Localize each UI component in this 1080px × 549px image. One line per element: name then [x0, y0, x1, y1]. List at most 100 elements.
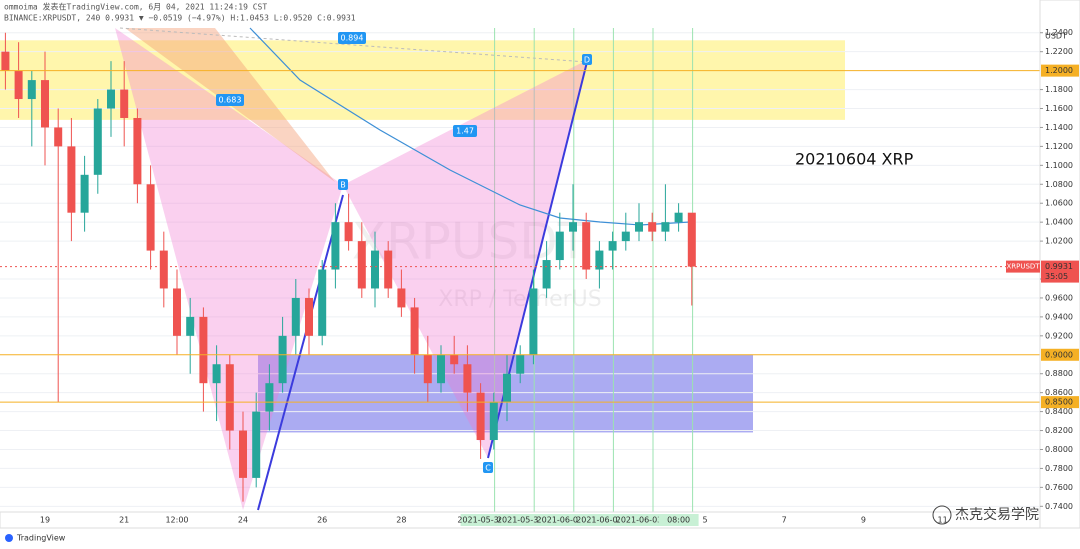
candle-body: [529, 288, 538, 355]
x-tick-label: 21: [119, 516, 129, 525]
y-tick-label: 1.0400: [1045, 218, 1073, 227]
watermark-subtitle: XRP / TetherUS: [438, 287, 601, 312]
annotation: 20210604 XRP: [795, 150, 914, 169]
last-price-label: 0.9931: [1045, 262, 1073, 271]
header-line: ommoima 发表在TradingView.com, 6月 04, 2021 …: [4, 2, 267, 12]
ratio-box: [338, 32, 366, 44]
pattern-leg: [257, 194, 344, 511]
candle-body: [450, 354, 459, 365]
candle-body: [371, 250, 379, 289]
candle-body: [397, 288, 406, 308]
footer-watermark: 杰克交易学院: [955, 506, 1039, 523]
symbol-badge: [1006, 260, 1040, 273]
x-tick-label: 9: [861, 516, 866, 525]
point-box: [338, 179, 348, 190]
point-box: [582, 54, 592, 65]
y-tick-label: 1.1200: [1045, 142, 1073, 151]
candle-body: [437, 354, 445, 384]
x-tick-label: 5: [702, 516, 707, 525]
level-badge: [1041, 396, 1079, 409]
x-tick-label: 2021-06-02: [576, 516, 623, 525]
candle-body: [674, 212, 683, 223]
footer-bg: [0, 529, 1080, 549]
candle-body: [67, 146, 76, 213]
y-tick-label: 0.8800: [1045, 369, 1073, 378]
y-tick-label: 1.0600: [1045, 199, 1073, 208]
point-label: D: [584, 56, 590, 65]
brand: TradingView: [16, 534, 66, 543]
y-tick-label: 0.7400: [1045, 502, 1073, 511]
candle-body: [608, 241, 617, 251]
candle-body: [54, 127, 63, 147]
x-tick-label: 2021-06-03: [616, 516, 663, 525]
candle-body: [252, 411, 261, 478]
x-tick-label: 19: [40, 516, 50, 525]
y-tick-label: 1.1400: [1045, 123, 1073, 132]
x-tick-label: 26: [317, 516, 327, 525]
y-tick-label: 1.1800: [1045, 85, 1073, 94]
y-tick-label: 0.8600: [1045, 388, 1073, 397]
header-line: BINANCE:XRPUSDT, 240 0.9931 ▼ −0.0519 (−…: [4, 14, 356, 23]
point-label: C: [485, 464, 491, 473]
candle-body: [489, 402, 498, 441]
candle-body: [186, 316, 195, 336]
pattern-bcd: [343, 60, 587, 458]
candle-body: [582, 222, 591, 270]
candle-body: [331, 222, 340, 270]
candle-body: [173, 288, 181, 336]
level-label: 1.2000: [1045, 66, 1073, 75]
date-highlight: [579, 514, 620, 526]
candle-body: [621, 231, 630, 242]
candle-body: [423, 354, 432, 384]
y-tick-label: 1.0800: [1045, 180, 1073, 189]
candle-body: [107, 89, 115, 109]
candle-body: [239, 430, 247, 478]
candle-body: [41, 80, 49, 128]
date-highlight: [500, 514, 541, 526]
ratio-label: 0.683: [219, 96, 242, 105]
candle-body: [159, 250, 168, 289]
level-badge: [1041, 348, 1079, 361]
candle-body: [542, 260, 551, 289]
x-tick-label: 2021-06-01: [537, 516, 584, 525]
candle-body: [305, 297, 313, 336]
brand-icon: [5, 534, 13, 542]
date-highlight: [460, 514, 501, 526]
candle-body: [199, 316, 208, 384]
y-tick-label: 0.7800: [1045, 464, 1073, 473]
level-label: 0.8500: [1045, 398, 1073, 407]
x-tick-label: 11: [938, 516, 948, 525]
y-tick-label: 0.9200: [1045, 331, 1073, 340]
candle-body: [635, 222, 643, 232]
candle-body: [661, 222, 670, 232]
symbol-label: XRPUSDT: [1006, 263, 1040, 271]
currency: USDT: [1045, 32, 1067, 41]
point-label: B: [340, 181, 346, 190]
candle-body: [133, 117, 142, 185]
moving-average: [249, 27, 691, 226]
x-tick-label: 28: [396, 516, 406, 525]
x-tick-label: 12:00: [165, 516, 188, 525]
ratio-label: 0.894: [341, 34, 364, 43]
candle-body: [687, 212, 696, 267]
candle-body: [555, 231, 564, 261]
candle-body: [357, 241, 366, 289]
countdown-label: 35:05: [1045, 272, 1068, 281]
candle-body: [410, 307, 419, 355]
level-label: 0.9000: [1045, 350, 1073, 359]
candle-body: [503, 373, 511, 403]
candle-body: [344, 222, 353, 242]
y-tick-label: 1.1000: [1045, 161, 1073, 170]
x-tick-label: 08:00: [667, 516, 690, 525]
date-highlight: [619, 514, 659, 526]
y-tick-label: 1.1600: [1045, 104, 1073, 113]
x-tick-label: 24: [238, 516, 248, 525]
candle-body: [225, 364, 234, 431]
candle-body: [1, 51, 10, 71]
candle-body: [463, 364, 472, 393]
zone: [0, 40, 845, 120]
pattern-xab: [115, 28, 343, 510]
header-bg: [0, 0, 1040, 27]
candle-body: [516, 354, 525, 374]
